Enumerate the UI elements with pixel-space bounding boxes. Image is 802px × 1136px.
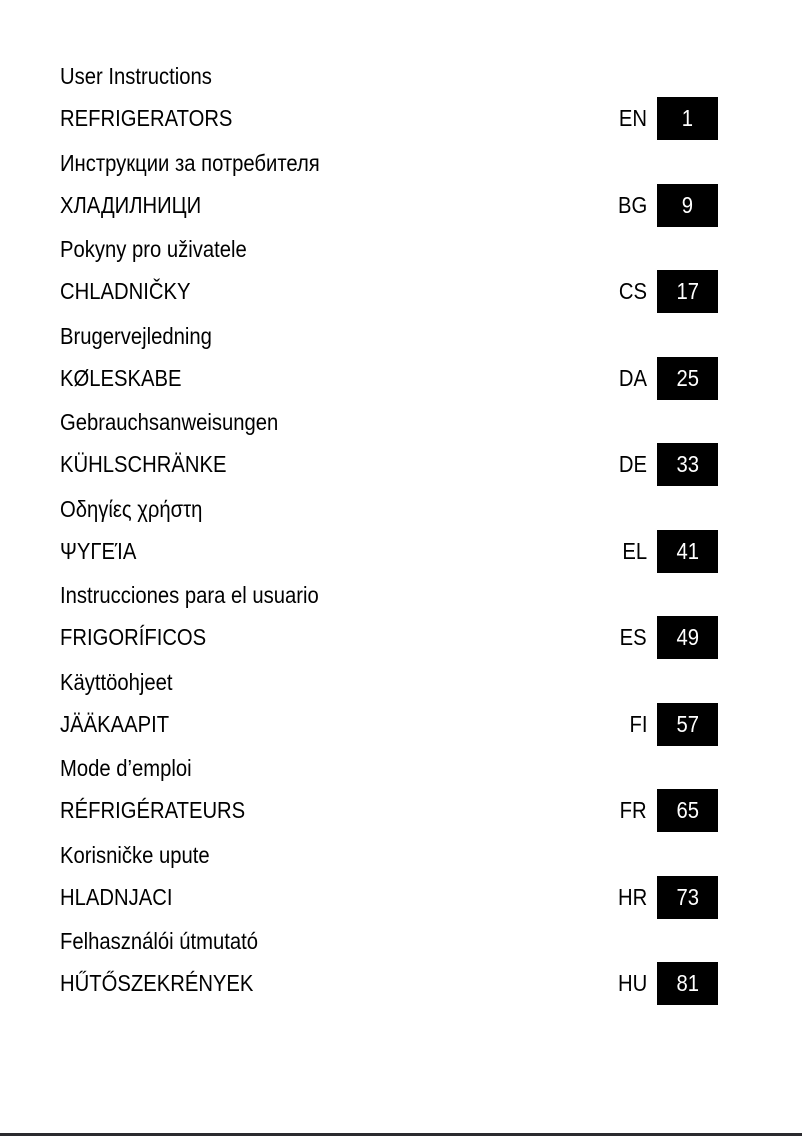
bottom-rule bbox=[0, 1133, 802, 1136]
product-name: JÄÄKAAPIT bbox=[60, 710, 170, 737]
manual-title: Instrucciones para el usuario bbox=[60, 582, 319, 608]
page-number-box[interactable]: 1 bbox=[657, 97, 718, 140]
page-number: 73 bbox=[676, 883, 699, 910]
language-code: EL bbox=[622, 537, 647, 564]
product-name: HŰTŐSZEKRÉNYEK bbox=[60, 970, 254, 996]
page-number-box[interactable]: 17 bbox=[657, 270, 718, 313]
toc-entry: Gebrauchsanweisungen KÜHLSCHRÄNKE DE 33 bbox=[0, 409, 802, 508]
toc-entry: Οδηγίες χρήστη ΨΥΓΕΊΑ EL 41 bbox=[0, 496, 802, 595]
page-number-box[interactable]: 9 bbox=[657, 183, 718, 227]
page-number-box[interactable]: 81 bbox=[657, 962, 718, 1005]
page-number-box[interactable]: 33 bbox=[657, 443, 718, 486]
toc-entry: User Instructions REFRIGERATORS EN 1 bbox=[0, 63, 802, 162]
product-name: ΨΥΓΕΊΑ bbox=[60, 537, 137, 564]
page-number: 57 bbox=[676, 710, 699, 737]
page-number-box[interactable]: 57 bbox=[657, 702, 718, 746]
product-name: HLADNJACI bbox=[60, 883, 173, 910]
page-number: 25 bbox=[676, 364, 699, 391]
manual-title: Brugervejledning bbox=[60, 322, 212, 349]
toc-entry: Инструкции за потребителя ХЛАДИЛНИЦИ BG 9 bbox=[0, 150, 802, 249]
page-number: 81 bbox=[676, 970, 699, 996]
page-number-box[interactable]: 73 bbox=[657, 875, 718, 919]
language-code: DE bbox=[618, 451, 647, 477]
product-name: REFRIGERATORS bbox=[60, 105, 233, 131]
toc-entry: Instrucciones para el usuario FRIGORÍFICO… bbox=[0, 582, 802, 681]
product-name: KØLESKABE bbox=[60, 364, 182, 391]
manual-title: Korisničke upute bbox=[60, 841, 210, 868]
manual-title: Käyttöohjeet bbox=[60, 668, 173, 695]
toc-entry: Brugervejledning KØLESKABE DA 25 bbox=[0, 323, 802, 422]
product-name: FRIGORÍFICOS bbox=[60, 624, 207, 650]
page-number-box[interactable]: 65 bbox=[657, 789, 718, 832]
toc-entry: Pokyny pro uživatele CHLADNIČKY CS 17 bbox=[0, 236, 802, 335]
page-number-box[interactable]: 41 bbox=[657, 529, 718, 573]
page-number: 65 bbox=[676, 797, 699, 823]
language-code: HR bbox=[617, 883, 647, 910]
page-number: 1 bbox=[681, 105, 694, 131]
language-code: EN bbox=[618, 105, 647, 131]
language-code: FR bbox=[620, 797, 647, 823]
product-name: CHLADNIČKY bbox=[60, 278, 191, 304]
manual-title: Gebrauchsanweisungen bbox=[60, 409, 279, 435]
manual-title: User Instructions bbox=[60, 63, 212, 89]
page-number: 41 bbox=[676, 537, 699, 564]
manual-title: Pokyny pro uživatele bbox=[60, 236, 247, 262]
language-code: DA bbox=[618, 364, 647, 391]
page-number: 33 bbox=[676, 451, 699, 477]
manual-title: Felhasználói útmutató bbox=[60, 928, 259, 954]
toc-entry: Felhasználói útmutató HŰTŐSZEKRÉNYEK HU 81 bbox=[0, 928, 802, 1027]
page-number: 9 bbox=[681, 191, 694, 218]
page-number-box[interactable]: 25 bbox=[657, 356, 718, 400]
language-code: ES bbox=[619, 624, 647, 650]
toc-entry: Käyttöohjeet JÄÄKAAPIT FI 57 bbox=[0, 669, 802, 768]
language-code: FI bbox=[629, 710, 647, 737]
product-name: RÉFRIGÉRATEURS bbox=[60, 797, 246, 823]
manual-title: Mode d’emploi bbox=[60, 755, 192, 781]
toc-entry: Korisničke upute HLADNJACI HR 73 bbox=[0, 842, 802, 941]
page-number: 49 bbox=[676, 624, 699, 650]
language-code: BG bbox=[617, 191, 647, 218]
manual-title: Οδηγίες χρήστη bbox=[60, 495, 203, 522]
product-name: KÜHLSCHRÄNKE bbox=[60, 451, 227, 477]
manual-title: Инструкции за потребителя bbox=[60, 149, 320, 176]
product-name: ХЛАДИЛНИЦИ bbox=[60, 191, 202, 218]
toc-entry: Mode d’emploi RÉFRIGÉRATEURS FR 65 bbox=[0, 755, 802, 854]
language-code: HU bbox=[617, 970, 647, 996]
language-code: CS bbox=[618, 278, 647, 304]
page-number: 17 bbox=[676, 278, 699, 304]
page-number-box[interactable]: 49 bbox=[657, 616, 718, 659]
